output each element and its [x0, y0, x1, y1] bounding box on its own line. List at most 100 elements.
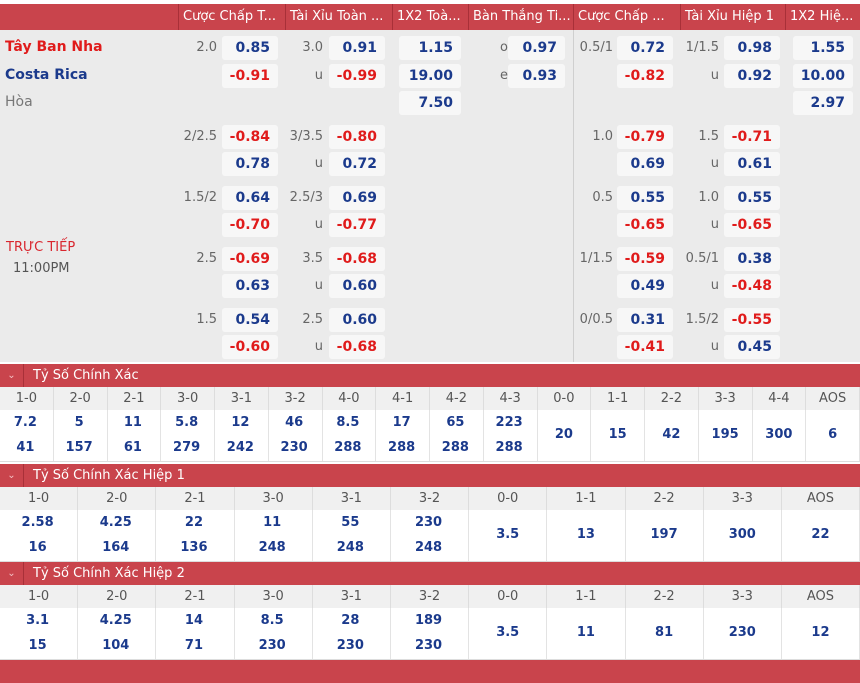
- chevron-down-icon[interactable]: ⌄: [0, 364, 24, 387]
- score-odds-full[interactable]: 28: [341, 613, 360, 628]
- h1hdp-odds-top[interactable]: -0.79: [617, 125, 673, 149]
- score-odds-alt[interactable]: 242: [226, 440, 254, 455]
- score-odds-alt[interactable]: 71: [184, 638, 204, 653]
- score-odds-full[interactable]: 8.5: [336, 415, 360, 430]
- score-cell[interactable]: 12: [782, 608, 860, 659]
- score-odds-full[interactable]: 11: [263, 515, 282, 530]
- h1-ou-under-odds[interactable]: 0.92: [724, 64, 780, 88]
- score-odds[interactable]: 3.5: [496, 527, 520, 542]
- ou-odds-bottom[interactable]: -0.77: [329, 213, 385, 237]
- score-odds-alt[interactable]: 230: [414, 638, 443, 653]
- score-odds[interactable]: 300: [765, 427, 793, 442]
- score-odds[interactable]: 13: [576, 527, 595, 542]
- score-cell[interactable]: 3.5: [469, 608, 548, 659]
- h1ou-odds-bottom[interactable]: -0.48: [724, 274, 780, 298]
- score-cell[interactable]: 2.58 16: [0, 510, 79, 561]
- score-cell[interactable]: 4.25 104: [78, 608, 157, 659]
- score-odds-alt[interactable]: 288: [495, 440, 523, 455]
- chevron-down-icon[interactable]: ⌄: [0, 464, 24, 487]
- header-col-1[interactable]: Tài Xỉu Toàn ...: [285, 4, 392, 30]
- score-odds-full[interactable]: 7.2: [13, 415, 37, 430]
- score-cell[interactable]: 12 242: [215, 410, 269, 461]
- header-col-5[interactable]: Tài Xỉu Hiệp 1: [680, 4, 785, 30]
- hdp-odds-bottom[interactable]: -0.60: [222, 335, 278, 359]
- score-cell[interactable]: 8.5 230: [235, 608, 313, 659]
- score-cell[interactable]: 4.25 164: [78, 510, 157, 561]
- chevron-down-icon[interactable]: ⌄: [0, 562, 24, 585]
- score-odds[interactable]: 3.5: [496, 625, 520, 640]
- hdp-odds-top[interactable]: -0.84: [222, 125, 278, 149]
- h1hdp-odds-bottom[interactable]: 0.49: [617, 274, 673, 298]
- h1ou-odds-bottom[interactable]: -0.65: [724, 213, 780, 237]
- score-odds-alt[interactable]: 248: [414, 540, 443, 555]
- h1ou-odds-top[interactable]: -0.55: [724, 308, 780, 332]
- score-cell[interactable]: 230 248: [391, 510, 470, 561]
- section-header[interactable]: ⌄ Tỷ Số Chính Xác Hiệp 2: [0, 562, 860, 585]
- score-odds[interactable]: 197: [650, 527, 678, 542]
- score-odds-full[interactable]: 3.1: [26, 613, 50, 628]
- ou-under-odds[interactable]: -0.99: [329, 64, 385, 88]
- h1ou-odds-top[interactable]: 0.38: [724, 247, 780, 271]
- hdp-odds-bottom[interactable]: 0.78: [222, 152, 278, 176]
- score-odds-full[interactable]: 55: [341, 515, 360, 530]
- h1ou-odds-top[interactable]: 0.55: [724, 186, 780, 210]
- score-odds-full[interactable]: 4.25: [99, 613, 132, 628]
- h1-ou-over-odds[interactable]: 0.98: [724, 36, 780, 60]
- score-cell[interactable]: 14 71: [156, 608, 235, 659]
- hdp-odds-top[interactable]: 0.64: [222, 186, 278, 210]
- score-cell[interactable]: 5 157: [54, 410, 108, 461]
- h1-1x2-away-odds[interactable]: 10.00: [793, 64, 853, 88]
- h1-1x2-home-odds[interactable]: 1.55: [793, 36, 853, 60]
- score-cell[interactable]: 195: [699, 410, 753, 461]
- home-team[interactable]: Tây Ban Nha: [5, 39, 103, 55]
- header-col-6[interactable]: 1X2 Hiệ...: [785, 4, 860, 30]
- score-odds-alt[interactable]: 157: [65, 440, 93, 455]
- score-cell[interactable]: 189 230: [391, 608, 470, 659]
- score-odds-alt[interactable]: 288: [441, 440, 469, 455]
- score-odds-full[interactable]: 4.25: [99, 515, 132, 530]
- header-col-3[interactable]: Bàn Thắng Ti...: [468, 4, 573, 30]
- score-cell[interactable]: 300: [704, 510, 782, 561]
- h1-hdp-away-odds[interactable]: -0.82: [617, 64, 673, 88]
- even-goals-odds[interactable]: 0.93: [508, 64, 565, 88]
- score-cell[interactable]: 15: [591, 410, 645, 461]
- score-odds-full[interactable]: 230: [414, 515, 443, 530]
- score-odds-alt[interactable]: 230: [336, 638, 364, 653]
- ou-odds-bottom[interactable]: -0.68: [329, 335, 385, 359]
- ou-odds-top[interactable]: 0.69: [329, 186, 385, 210]
- score-odds-full[interactable]: 5.8: [175, 415, 199, 430]
- ou-odds-bottom[interactable]: 0.72: [329, 152, 385, 176]
- score-odds[interactable]: 15: [608, 427, 627, 442]
- h1hdp-odds-top[interactable]: -0.59: [617, 247, 673, 271]
- h1ou-odds-top[interactable]: -0.71: [724, 125, 780, 149]
- score-odds-full[interactable]: 223: [495, 415, 523, 430]
- score-cell[interactable]: 223 288: [484, 410, 538, 461]
- score-cell[interactable]: 300: [753, 410, 807, 461]
- ou-odds-bottom[interactable]: 0.60: [329, 274, 385, 298]
- hdp-odds-bottom[interactable]: -0.70: [222, 213, 278, 237]
- score-cell[interactable]: 6: [806, 410, 860, 461]
- header-col-0[interactable]: Cược Chấp T...: [178, 4, 285, 30]
- score-cell[interactable]: 3.5: [469, 510, 548, 561]
- score-cell[interactable]: 3.1 15: [0, 608, 79, 659]
- score-odds-full[interactable]: 5: [74, 415, 84, 430]
- score-cell[interactable]: 22: [782, 510, 860, 561]
- score-odds-alt[interactable]: 16: [28, 540, 47, 555]
- 1x2-draw-odds[interactable]: 7.50: [399, 91, 461, 115]
- score-odds-alt[interactable]: 248: [336, 540, 364, 555]
- score-odds-alt[interactable]: 288: [334, 440, 362, 455]
- score-odds-alt[interactable]: 164: [102, 540, 130, 555]
- h1hdp-odds-top[interactable]: 0.31: [617, 308, 673, 332]
- score-cell[interactable]: 55 248: [313, 510, 391, 561]
- score-odds-full[interactable]: 65: [446, 415, 465, 430]
- ou-odds-top[interactable]: -0.80: [329, 125, 385, 149]
- score-odds[interactable]: 11: [576, 625, 595, 640]
- h1ou-odds-bottom[interactable]: 0.45: [724, 335, 780, 359]
- h1hdp-odds-bottom[interactable]: -0.65: [617, 213, 673, 237]
- score-odds-alt[interactable]: 15: [28, 638, 47, 653]
- hdp-odds-top[interactable]: -0.69: [222, 247, 278, 271]
- score-cell[interactable]: 197: [626, 510, 704, 561]
- ou-odds-top[interactable]: 0.60: [329, 308, 385, 332]
- score-odds-alt[interactable]: 230: [280, 440, 308, 455]
- score-odds-alt[interactable]: 288: [388, 440, 416, 455]
